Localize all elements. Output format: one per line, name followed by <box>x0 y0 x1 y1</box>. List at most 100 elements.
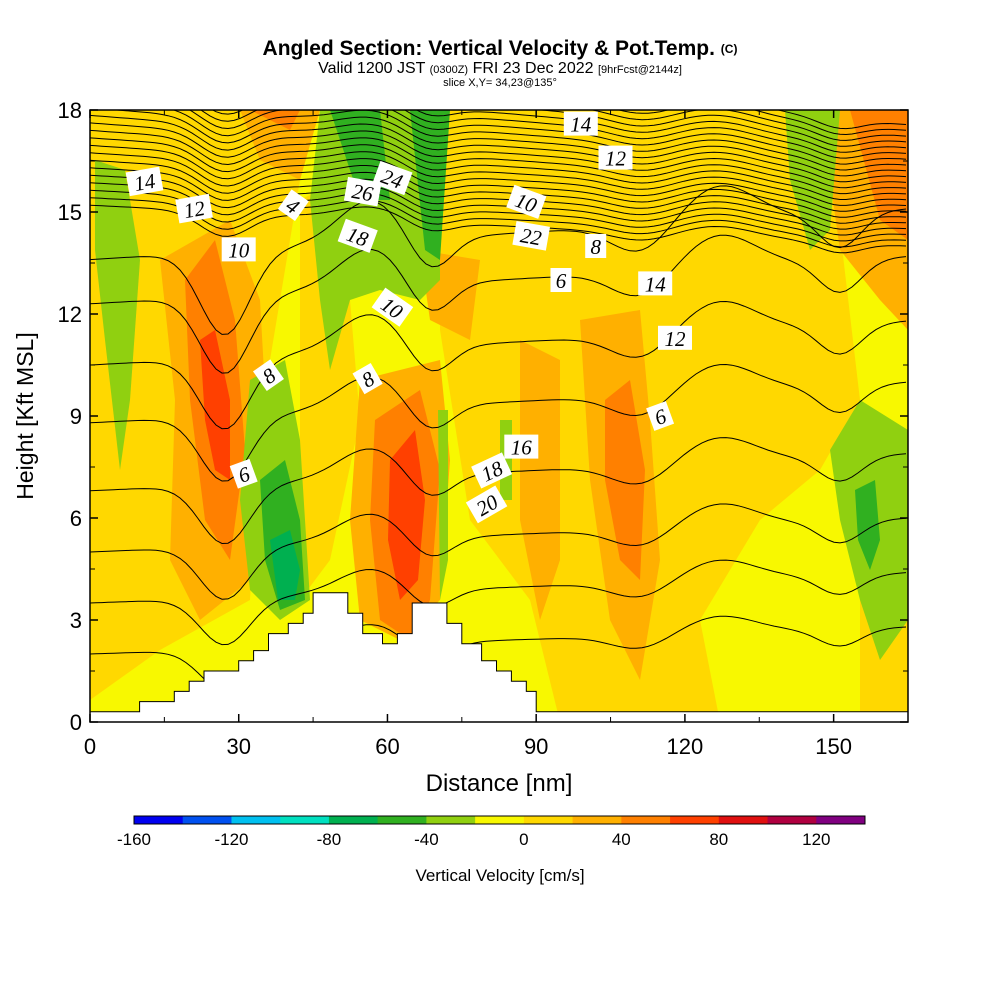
contour-label-box <box>512 221 551 251</box>
contour-label-box <box>471 452 513 489</box>
contour-label: 16 <box>504 434 539 460</box>
colorbar: -160 -120 -80 -40 0 40 80 120 <box>117 815 866 849</box>
colorbar-tick-label: 120 <box>802 830 830 849</box>
contour-label: 12 <box>175 193 213 224</box>
theta-contour <box>90 174 907 230</box>
colorbar-tick-label: -80 <box>317 830 342 849</box>
colorbar-swatch <box>621 816 671 824</box>
contour-label: 6 <box>550 268 572 293</box>
field-red-region <box>388 430 425 600</box>
contour-label: 14 <box>125 166 164 197</box>
valid-date: FRI 23 Dec 2022 <box>472 60 594 77</box>
x-tick-label: 60 <box>375 734 399 759</box>
colorbar-swatch <box>134 816 184 824</box>
colorbar-label: Vertical Velocity [cm/s] <box>415 866 584 885</box>
contour-label-box <box>585 234 607 258</box>
y-tick-label: 3 <box>70 608 82 633</box>
contour-label-box <box>506 184 547 219</box>
contour-label-box <box>277 189 309 222</box>
x-tick-label: 90 <box>524 734 548 759</box>
theta-contour <box>90 114 907 183</box>
colorbar-swatch <box>816 816 866 824</box>
theta-contour <box>90 189 907 242</box>
theta-contour <box>616 110 907 136</box>
contour-label-box <box>343 176 382 207</box>
theta-contour <box>172 110 907 171</box>
theta-contour <box>90 159 907 218</box>
colorbar-swatch <box>572 816 622 824</box>
field-darkorange-region <box>605 380 645 580</box>
contour-label: 14 <box>638 271 673 296</box>
contour-label-text: 22 <box>519 223 544 250</box>
contour-label-text: 14 <box>645 272 667 296</box>
contour-label-box <box>371 287 414 327</box>
colorbar-swatch <box>328 816 379 824</box>
colorbar-swatch <box>718 816 769 824</box>
theta-contour <box>90 137 907 200</box>
colorbar-tick-label: -120 <box>214 830 248 849</box>
colorbar-swatch <box>377 816 427 824</box>
contour-label: 22 <box>512 221 551 251</box>
contour-label-text: 12 <box>665 327 687 351</box>
y-tick-label: 6 <box>70 506 82 531</box>
contour-label-box <box>646 401 675 431</box>
theta-contour <box>90 363 907 482</box>
y-axis-label: Height [Kft MSL] <box>12 332 38 499</box>
contour-label-box <box>253 359 284 392</box>
contour-label: 14 <box>563 111 598 137</box>
theta-contour <box>90 144 907 206</box>
theta-contour <box>90 182 907 236</box>
terrain <box>89 592 909 723</box>
slice-info: slice X,Y= 34,23@135° <box>443 77 557 89</box>
colorbar-frame <box>133 815 866 825</box>
contour-label-box <box>598 145 633 170</box>
colorbar-tick-label: 40 <box>612 830 631 849</box>
theta-contour <box>90 204 907 254</box>
colorbar-swatch <box>475 816 525 824</box>
contour-label: 12 <box>658 325 692 351</box>
y-tick-label: 0 <box>70 710 82 735</box>
contour-label-box <box>504 434 539 459</box>
valid-utc: (0300Z) <box>429 64 469 76</box>
forecast-info: [9hrFcst@2144z] <box>597 64 682 76</box>
field-red-region <box>200 330 230 480</box>
colorbar-swatch <box>523 816 574 824</box>
contour-label-box <box>550 268 572 292</box>
contour-label-box <box>638 271 673 296</box>
colorbar-tick-label: 80 <box>709 830 728 849</box>
theta-contour <box>90 503 907 600</box>
theta-contour <box>90 129 907 195</box>
y-tick-label: 12 <box>58 302 82 327</box>
contour-label: 10 <box>506 184 547 219</box>
colorbar-swatch <box>767 816 817 824</box>
contour-label-box <box>465 485 508 524</box>
contour-label-box <box>221 237 256 262</box>
contour-label: 6 <box>229 458 258 489</box>
contour-label: 10 <box>221 237 256 262</box>
x-tick-label: 0 <box>84 734 96 759</box>
valid-time: Valid 1200 JST <box>318 60 426 77</box>
title-main: Angled Section: Vertical Velocity & Pot.… <box>262 37 715 60</box>
contour-label: 26 <box>343 176 382 207</box>
title-units: (C) <box>720 42 738 56</box>
theta-contour <box>90 234 907 374</box>
x-axis-label: Distance [nm] <box>426 770 573 797</box>
colorbar-tick-label: -40 <box>414 830 439 849</box>
theta-contour <box>200 110 907 159</box>
theta-contour <box>90 122 907 189</box>
colorbar-tick-label: -160 <box>117 830 151 849</box>
contour-label-text: 14 <box>132 169 157 196</box>
contour-label-box <box>125 166 164 197</box>
x-tick-label: 30 <box>226 734 250 759</box>
contour-label-box <box>372 160 413 196</box>
colorbar-swatch <box>426 816 476 824</box>
x-tick-label: 150 <box>815 734 852 759</box>
field-orange-region <box>240 110 320 180</box>
theta-contour <box>90 167 907 224</box>
contour-label: 8 <box>585 234 607 259</box>
contour-label: 8 <box>253 359 284 392</box>
field-orange-region <box>520 340 560 620</box>
theta-contour <box>110 110 907 177</box>
terrain-profile <box>89 592 909 723</box>
